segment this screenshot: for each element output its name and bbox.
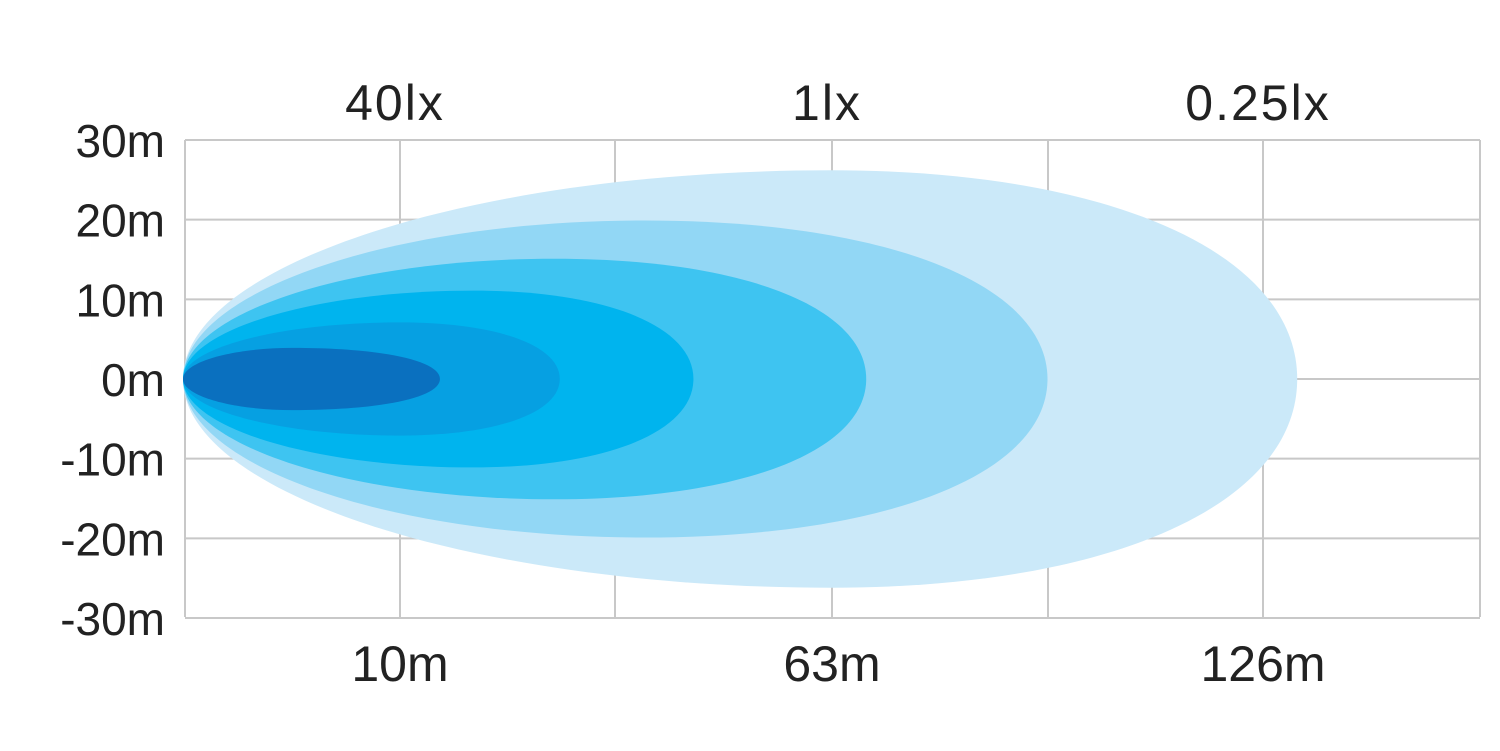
y-tick-label: 10m — [76, 274, 165, 326]
x-tick-label: 126m — [1200, 636, 1325, 692]
y-tick-label: -10m — [60, 434, 165, 486]
axis-labels: 30m 20m 10m 0m -10m -20m -30m 10m 63m 126m 40lx 1lx… — [60, 75, 1330, 692]
y-tick-label: -20m — [60, 513, 165, 565]
y-tick-label: 30m — [76, 115, 165, 167]
x-tick-label: 10m — [351, 636, 448, 692]
lux-label: 1lx — [792, 75, 862, 131]
x-tick-label: 63m — [783, 636, 880, 692]
y-tick-label: 0m — [101, 354, 165, 406]
y-tick-label: -30m — [60, 593, 165, 645]
beam-contours — [183, 170, 1298, 588]
lux-label: 40lx — [345, 75, 445, 131]
beam-contour-5 — [183, 347, 440, 411]
lux-label: 0.25lx — [1185, 75, 1330, 131]
y-tick-label: 20m — [76, 195, 165, 247]
